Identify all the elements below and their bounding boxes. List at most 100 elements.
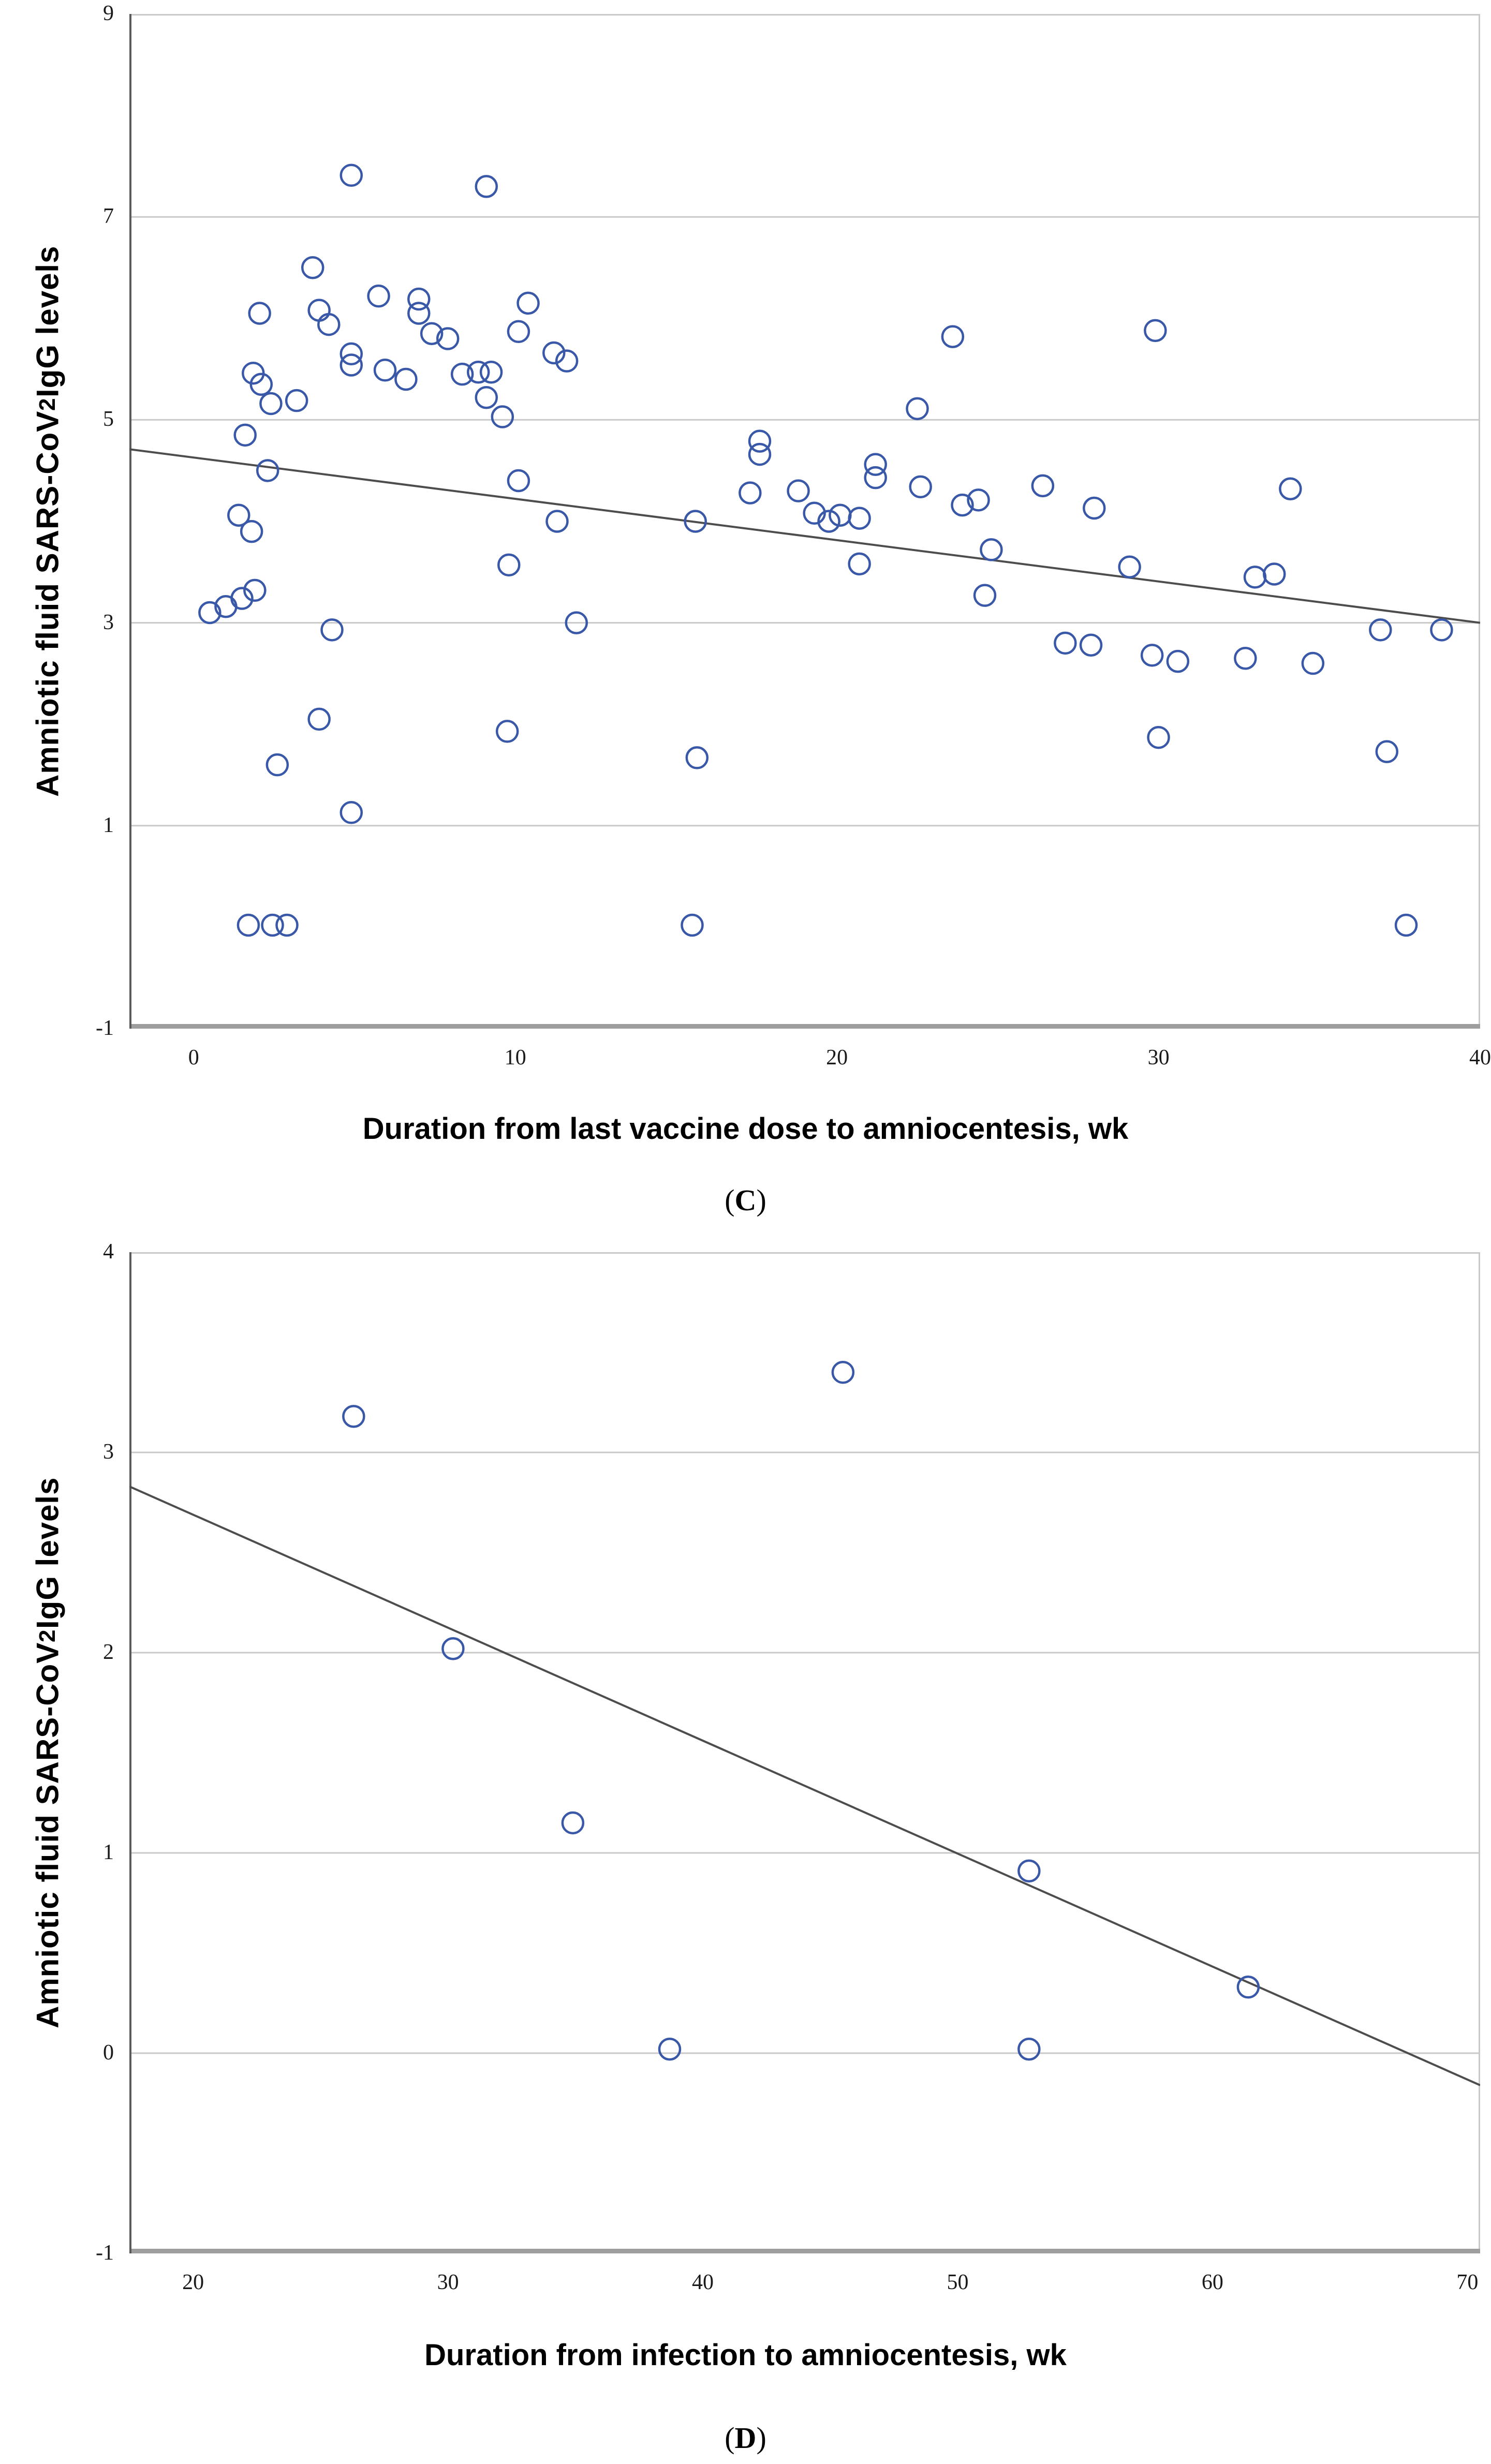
data-point [973, 584, 997, 607]
x-axis-title: Duration from last vaccine dose to amnio… [362, 1112, 1129, 1146]
data-point [1054, 631, 1077, 655]
x-tick-label: 30 [1147, 1046, 1170, 1070]
data-point [748, 429, 772, 453]
x-tick-label: 40 [692, 2270, 714, 2294]
data-point [1118, 555, 1141, 578]
data-point [941, 325, 965, 348]
y-axis-label-rest: IgG levels [30, 245, 65, 398]
data-point [1394, 913, 1418, 937]
data-point [227, 503, 250, 527]
data-point [1236, 1976, 1260, 1999]
data-point [684, 510, 707, 533]
data-point [307, 707, 331, 731]
data-point [249, 373, 273, 396]
data-point [441, 1637, 465, 1660]
x-tick-label: 20 [826, 1046, 848, 1070]
data-point [542, 341, 566, 365]
plot-area [129, 14, 1480, 1029]
y-axis-label-rest: IgG levels [30, 1477, 65, 1629]
data-point [240, 519, 263, 543]
y-tick-label: 3 [103, 610, 114, 634]
data-point [275, 913, 299, 937]
data-point [1301, 651, 1325, 675]
data-point [1147, 725, 1170, 749]
data-point [237, 913, 260, 937]
data-point [906, 397, 929, 421]
data-point [1017, 1859, 1041, 1883]
data-point [909, 475, 932, 499]
data-point [301, 256, 324, 279]
data-point [967, 488, 990, 512]
data-point [1144, 319, 1167, 343]
data-point [658, 2038, 682, 2061]
data-point [198, 601, 222, 625]
data-point [339, 164, 363, 187]
panel-d: Amniotic fluid SARS-CoV 2 IgG levels Dura… [0, 1240, 1491, 2464]
panel-c: Amniotic fluid SARS-CoV 2 IgG levels Dura… [0, 2, 1491, 1218]
data-point [1243, 566, 1267, 589]
y-tick-label: 5 [103, 407, 114, 432]
data-point [951, 493, 974, 517]
data-point [507, 320, 530, 344]
data-point [342, 1405, 365, 1428]
y-tick-label: 0 [103, 2041, 114, 2065]
data-point [339, 342, 363, 366]
data-point [516, 291, 540, 315]
data-point [248, 302, 271, 325]
y-tick-label: 1 [103, 813, 114, 837]
caption-letter: C [734, 1183, 757, 1217]
data-point [864, 453, 887, 476]
data-point [1031, 474, 1055, 498]
data-point [803, 501, 826, 525]
x-tick-label: 0 [188, 1046, 199, 1070]
data-point [495, 720, 519, 743]
data-point [320, 618, 344, 642]
y-tick-label: 2 [103, 1640, 114, 1664]
data-point [420, 322, 444, 345]
data-point [339, 353, 363, 377]
data-point [1166, 649, 1190, 673]
data-point [373, 359, 397, 382]
data-point [787, 479, 810, 502]
y-tick-label: 1 [103, 1840, 114, 1864]
data-point [545, 510, 569, 533]
data-point [565, 611, 588, 634]
data-point [243, 578, 267, 602]
data-point [980, 538, 1003, 561]
data-point [265, 753, 289, 777]
data-point [367, 284, 390, 308]
y-tick-label: -1 [96, 1016, 114, 1040]
data-point [864, 466, 887, 489]
data-point [831, 1360, 855, 1384]
data-point [285, 389, 308, 412]
y-tick-label: 7 [103, 204, 114, 229]
data-point [230, 587, 254, 610]
x-tick-label: 50 [947, 2270, 969, 2294]
y-axis-label-text: Amniotic fluid SARS-CoV [30, 1642, 65, 2029]
data-point [561, 1811, 585, 1835]
plot-area [129, 1252, 1480, 2253]
x-tick-label: 20 [182, 2270, 204, 2294]
y-tick-label: 3 [103, 1440, 114, 1464]
data-point [339, 801, 363, 824]
data-point [256, 459, 279, 482]
caption-paren-close: ) [756, 2421, 766, 2455]
trend-line [129, 448, 1480, 624]
data-point [1375, 740, 1399, 763]
data-point [467, 360, 490, 384]
data-point [317, 313, 341, 336]
x-axis-title: Duration from infection to amniocentesis… [424, 2338, 1067, 2372]
y-axis-label: Amniotic fluid SARS-CoV 2 IgG levels [11, 1252, 84, 2253]
caption-paren-open: ( [725, 2421, 735, 2455]
caption-paren-open: ( [725, 1183, 735, 1217]
scatter-chart-svg [129, 14, 1480, 1029]
data-point [1079, 633, 1103, 657]
data-point [1279, 477, 1302, 500]
data-point [450, 362, 474, 386]
scatter-chart-svg [129, 1252, 1480, 2253]
data-point [1083, 496, 1106, 520]
panel-caption: (C) [0, 1183, 1491, 1218]
data-point [685, 746, 709, 769]
data-point [436, 327, 460, 350]
data-point [1140, 644, 1164, 667]
